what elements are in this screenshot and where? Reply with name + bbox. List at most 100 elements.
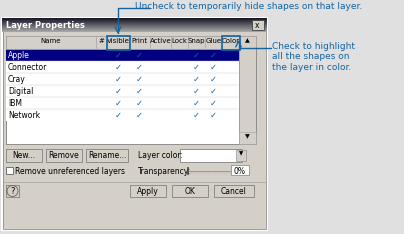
Text: Network: Network <box>8 111 40 120</box>
Text: ▲: ▲ <box>245 38 249 43</box>
Bar <box>2 19 267 20</box>
Text: ▼: ▼ <box>239 151 243 156</box>
Bar <box>221 36 240 50</box>
Bar <box>6 109 239 121</box>
Bar <box>188 36 205 49</box>
Circle shape <box>7 186 18 197</box>
Text: Active: Active <box>150 38 171 44</box>
Text: ✓: ✓ <box>192 75 200 84</box>
Bar <box>2 20 267 21</box>
Bar <box>2 24 267 25</box>
Bar <box>231 165 249 175</box>
Bar <box>2 30 267 31</box>
Bar <box>86 149 128 162</box>
Bar <box>107 36 130 50</box>
Bar <box>2 28 267 29</box>
Text: Layer color:: Layer color: <box>138 151 183 160</box>
Bar <box>171 36 188 49</box>
Text: ✓: ✓ <box>210 87 217 96</box>
Text: ✓: ✓ <box>192 111 200 120</box>
Bar <box>6 49 239 61</box>
Bar <box>2 23 267 24</box>
Text: ✓: ✓ <box>135 63 143 72</box>
Text: ✓: ✓ <box>135 87 143 96</box>
Text: Check to highlight
all the shapes on
the layer in color.: Check to highlight all the shapes on the… <box>272 42 355 72</box>
Bar <box>2 27 267 28</box>
Bar <box>222 36 239 49</box>
Bar <box>2 18 267 19</box>
Bar <box>6 61 239 73</box>
Text: ✓: ✓ <box>210 99 217 108</box>
Text: Visible: Visible <box>107 38 129 44</box>
Text: Snap: Snap <box>188 38 205 44</box>
Text: #: # <box>99 38 105 44</box>
Text: ?: ? <box>10 187 15 196</box>
Bar <box>239 36 256 48</box>
Bar <box>129 36 150 49</box>
Bar <box>6 97 239 109</box>
Text: Uncheck to temporarily hide shapes on that layer.: Uncheck to temporarily hide shapes on th… <box>135 2 362 11</box>
Bar <box>96 36 107 49</box>
Bar <box>2 29 267 30</box>
Text: Layer Properties: Layer Properties <box>6 21 85 30</box>
Text: Lock: Lock <box>172 38 187 44</box>
Text: ✓: ✓ <box>114 99 122 108</box>
Bar <box>205 36 222 49</box>
Bar <box>107 36 129 49</box>
Bar <box>46 149 82 162</box>
Text: Remove unreferenced layers: Remove unreferenced layers <box>15 167 125 176</box>
Text: Apply: Apply <box>137 187 159 196</box>
Text: Color: Color <box>221 38 240 44</box>
Text: Name: Name <box>41 38 61 44</box>
Text: ✓: ✓ <box>114 63 122 72</box>
Text: ✓: ✓ <box>210 111 217 120</box>
Text: Cancel: Cancel <box>221 187 247 196</box>
Text: IBM: IBM <box>8 99 22 108</box>
Bar <box>6 149 42 162</box>
Bar <box>6 36 96 49</box>
Bar <box>6 36 256 144</box>
Text: Remove: Remove <box>48 151 79 160</box>
Bar <box>6 85 239 97</box>
Bar <box>2 22 267 23</box>
Text: 0%: 0% <box>234 167 246 176</box>
Text: ✓: ✓ <box>135 99 143 108</box>
Bar <box>2 31 267 32</box>
Text: ✓: ✓ <box>192 63 200 72</box>
Text: ✓: ✓ <box>114 111 122 120</box>
Bar <box>252 20 264 30</box>
Bar <box>172 185 208 197</box>
Text: Apple: Apple <box>8 51 30 60</box>
Text: ✓: ✓ <box>192 87 200 96</box>
Text: ✓: ✓ <box>114 51 122 60</box>
Bar <box>3 19 266 229</box>
Text: Cray: Cray <box>8 75 26 84</box>
Bar <box>180 149 242 162</box>
Bar <box>2 25 267 26</box>
Bar <box>239 132 256 144</box>
Bar <box>6 185 19 197</box>
Bar <box>239 36 256 144</box>
Text: Rename...: Rename... <box>88 151 126 160</box>
Bar <box>2 26 267 27</box>
Text: x: x <box>255 21 259 30</box>
Text: ✓: ✓ <box>135 111 143 120</box>
Text: ▼: ▼ <box>245 134 249 139</box>
Text: ✓: ✓ <box>210 51 217 60</box>
Text: ✓: ✓ <box>192 99 200 108</box>
Text: ✓: ✓ <box>210 63 217 72</box>
Text: ✓: ✓ <box>114 87 122 96</box>
Text: ✓: ✓ <box>135 75 143 84</box>
Text: ✓: ✓ <box>114 75 122 84</box>
Bar <box>6 73 239 85</box>
Bar <box>214 185 254 197</box>
Bar <box>236 150 246 161</box>
Text: Connector: Connector <box>8 63 47 72</box>
Bar <box>130 185 166 197</box>
Text: ✓: ✓ <box>210 75 217 84</box>
Bar <box>6 167 13 174</box>
Text: New...: New... <box>13 151 36 160</box>
Text: Transparency:: Transparency: <box>138 167 191 176</box>
Text: OK: OK <box>185 187 196 196</box>
Text: Print: Print <box>131 38 147 44</box>
